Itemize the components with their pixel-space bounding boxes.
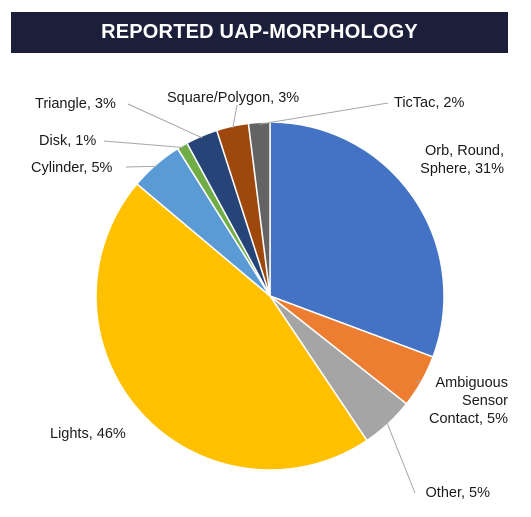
slice-label: TicTac, 2% [394,95,464,111]
leader-line [415,380,420,383]
slice-label: Ambiguous Sensor Contact, 5% [429,375,508,427]
pie-slice-tictac [247,121,271,297]
leader-line [259,102,389,125]
leader-line [125,165,158,168]
slice-label: Triangle, 3% [35,96,116,112]
pie-slice-orb-round-sphere [269,121,445,358]
slice-label: Disk, 1% [39,133,96,149]
chart-title: REPORTED UAP-MORPHOLOGY [101,21,418,43]
slice-label: Orb, Round, Sphere, 31% [420,143,504,177]
slice-labels: Orb, Round, Sphere, 31% Ambiguous Sensor Con… [31,90,508,501]
slice-label: Cylinder, 5% [31,160,113,176]
chart-title-bar: REPORTED UAP-MORPHOLOGY [11,12,508,53]
leader-line [103,140,184,148]
slice-label: Lights, 46% [50,426,126,442]
pie-slices [95,121,445,471]
slice-label: Square/Polygon, 3% [167,90,299,106]
leader-line [386,422,416,494]
pie-slice-lights [95,182,368,471]
leader-line [127,103,203,139]
slice-label: Other, 5% [426,485,491,501]
leader-line [232,104,238,129]
leader-lines [103,102,420,494]
